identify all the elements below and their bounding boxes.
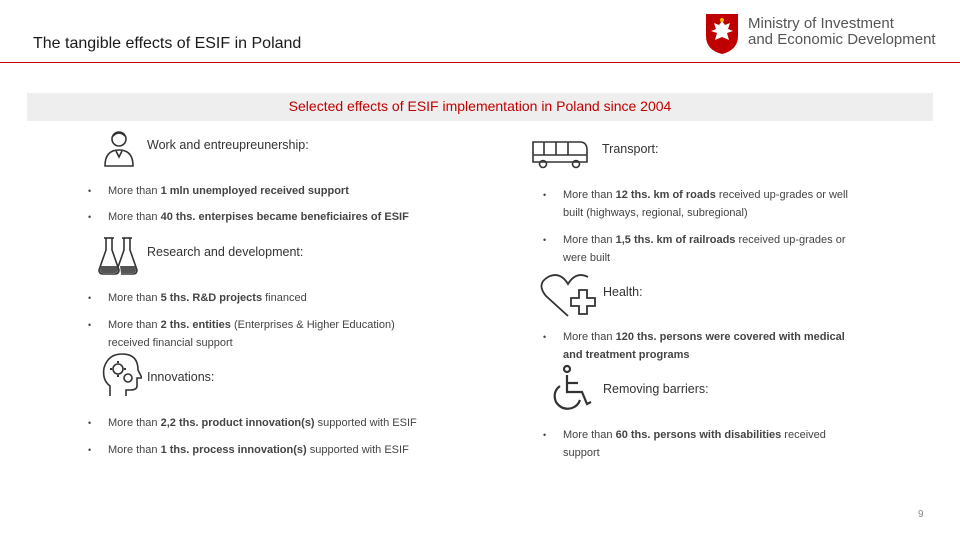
list-item: • More than 1,5 ths. km of railroads rece… <box>543 234 846 264</box>
logo-line-1: Ministry of Investment <box>748 15 894 32</box>
heart-cross-icon <box>540 274 596 317</box>
flask-icon <box>98 237 138 275</box>
header-divider <box>0 62 960 63</box>
bus-icon <box>532 141 588 169</box>
ministry-logo-text: Ministry of Investment and Economic Deve… <box>748 16 936 48</box>
list-item: • More than 120 ths. persons were covered… <box>543 331 845 361</box>
wheelchair-icon <box>553 364 592 410</box>
page-title: The tangible effects of ESIF in Poland <box>33 35 302 52</box>
list-item: • More than 12 ths. km of roads received … <box>543 189 848 219</box>
list-item: • More than 60 ths. persons with disabili… <box>543 429 826 459</box>
barriers-section-title: Removing barriers: <box>603 382 709 396</box>
section-band <box>27 93 933 121</box>
page-number: 9 <box>918 509 924 520</box>
head-gears-icon <box>102 353 142 396</box>
list-item: • More than 2 ths. entities (Enterprises … <box>88 319 395 349</box>
person-icon <box>104 131 134 167</box>
list-item: • More than 40 ths. enterpises became ben… <box>88 211 409 223</box>
work-section-title: Work and entreupreunership: <box>147 138 309 152</box>
health-section-title: Health: <box>603 285 643 299</box>
list-item: • More than 1 ths. process innovation(s) … <box>88 444 409 456</box>
list-item: • More than 1 mln unemployed received sup… <box>88 185 349 197</box>
transport-section-title: Transport: <box>602 142 659 156</box>
innovations-section-title: Innovations: <box>147 370 215 384</box>
logo-line-2: and Economic Development <box>748 31 936 48</box>
eagle-emblem-icon <box>706 14 738 54</box>
list-item: • More than 5 ths. R&D projects financed <box>88 292 307 304</box>
list-item: • More than 2,2 ths. product innovation(s… <box>88 417 417 429</box>
band-title: Selected effects of ESIF implementation … <box>288 98 672 114</box>
research-section-title: Research and development: <box>147 245 304 259</box>
